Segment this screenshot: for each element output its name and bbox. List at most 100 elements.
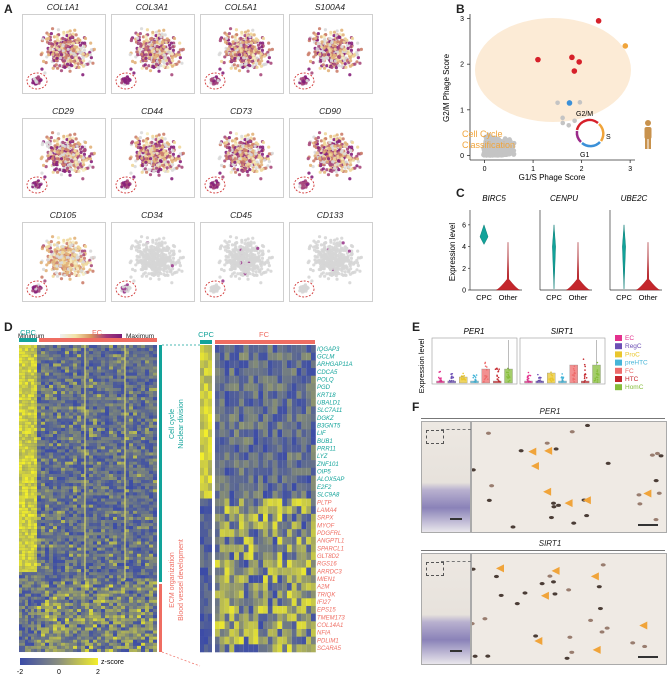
y-tick-label: 1	[460, 107, 464, 114]
tsne-plot	[111, 118, 195, 198]
tsne-plot	[200, 118, 284, 198]
heatmap-gene-label: MIEN1	[317, 577, 335, 583]
heatmap-gene-label: BUB1	[317, 439, 333, 445]
tsne-color-gradient	[60, 334, 122, 340]
violin-group-label: CPC	[546, 293, 562, 302]
boxplot-legend-item: HTC	[625, 376, 639, 383]
heatmap-gene-label: SRPX	[317, 516, 334, 522]
heatmap-gene-label: KRT18	[317, 393, 336, 399]
violin-y-tick: 0	[462, 288, 466, 295]
x-tick-label: 0	[483, 166, 487, 173]
phase-label-g1: G1	[580, 152, 589, 159]
boxplot-title-per1: PER1	[464, 327, 485, 336]
heatmap-gene-label: EPS15	[317, 608, 336, 614]
tsne-gene-label: CD133	[316, 210, 344, 220]
violin-cpc	[479, 224, 489, 245]
heatmap-gene-label: SLC9A8	[317, 493, 340, 499]
ihc-arrow-icon	[534, 637, 543, 646]
cluster-label-cycle-2: Nuclear division	[178, 399, 185, 449]
boxplot-box	[569, 364, 578, 384]
heatmap-gene-label: PGD	[317, 385, 331, 391]
tsne-gene-label: CD105	[49, 210, 77, 220]
phase-label-g2m: G2/M	[576, 111, 593, 118]
heatmap-gene-label: DGKZ	[317, 416, 334, 422]
cell-cycle-classification-label: Cell Cycle Classification	[462, 129, 516, 150]
heatmap-gene-label: LAMA4	[317, 508, 337, 514]
heatmap-gene-label: E2F2	[317, 485, 332, 491]
y-tick-label: 2	[460, 62, 464, 69]
ihc-arrow-icon	[495, 564, 504, 573]
tsne-gene-label: CD29	[52, 106, 74, 116]
tsne-gene-label: COL3A1	[135, 2, 169, 12]
scatter-point	[576, 59, 582, 65]
tsne-plot	[200, 222, 284, 302]
violin-group-label: CPC	[616, 293, 632, 302]
boxplot-box	[592, 364, 601, 384]
boxplot-box	[470, 380, 479, 384]
scatter-ticks: 0 1 2 3 0 1 2 3	[460, 16, 632, 173]
boxplot-box	[535, 380, 544, 384]
heatmap-gene-label: OIP5	[317, 470, 331, 476]
cluster-label-ecm-2: Blood vessel development	[178, 539, 185, 621]
violin-cpc	[622, 224, 626, 289]
tsne-plot	[22, 14, 106, 94]
y-tick-label: 0	[460, 153, 464, 160]
g2m-region	[475, 18, 631, 122]
ihc-zoom-image	[471, 553, 667, 665]
violin-gene-title: CENPU	[550, 194, 578, 203]
zscore-tick-high: 2	[96, 669, 100, 676]
violin-group: BIRC5 0 2 4 6 CPC Other CENPU CPC Other UBE2C CPC Ot…	[462, 194, 662, 302]
ihc-arrow-icon	[592, 645, 601, 654]
ihc-title: PER1	[539, 407, 561, 416]
heatmap-gene-label: NFIA	[317, 631, 331, 637]
row-bar-cycle	[159, 345, 162, 582]
cell-cycle-scatter: 0 1 2 3 0 1 2 3 G1/S Phage Score G2/M Phage Sco…	[442, 14, 652, 182]
ihc-arrow-icon	[544, 446, 553, 455]
heatmap-gene-label: PDLIM1	[317, 638, 339, 644]
boxplot-group	[431, 337, 606, 385]
violin-gene-title: BIRC5	[482, 194, 506, 203]
tsne-plot	[111, 14, 195, 94]
tsne-plot	[289, 14, 373, 94]
heatmap-gene-label: ZNF101	[316, 462, 339, 468]
cluster-label-ecm-1: ECM organization	[169, 552, 176, 608]
tsne-gene-label: COL5A1	[224, 2, 258, 12]
tsne-gene-label: CD90	[319, 106, 341, 116]
boxplot-legend-item: FC	[625, 368, 634, 375]
col-label-fc: FC	[92, 328, 103, 337]
ihc-arrow-icon	[530, 462, 539, 471]
ihc-arrow-icon	[528, 447, 537, 456]
tsne-plot	[200, 14, 284, 94]
panel-label-c: C	[456, 186, 465, 200]
tsne-gene-label: CD34	[141, 210, 163, 220]
panel-label-a: A	[4, 2, 13, 16]
ihc-zoom-image	[471, 421, 667, 533]
ihc-arrow-icon	[543, 487, 552, 496]
ihc-arrow-icon	[564, 499, 573, 508]
x-tick-label: 1	[531, 166, 535, 173]
violin-other	[635, 242, 661, 291]
violin-y-tick: 4	[462, 244, 466, 251]
scatter-point	[566, 100, 573, 106]
ihc-title: SIRT1	[538, 539, 562, 548]
zscore-tick-low: -2	[17, 669, 23, 676]
tsne-plot	[22, 118, 106, 198]
tsne-legend-max: Maximum	[126, 333, 155, 340]
x-tick-label: 2	[580, 166, 584, 173]
heatmap-gene-label: MYOF	[317, 523, 335, 529]
panel-label-b: B	[456, 2, 465, 16]
heatmap-gene-label: ALOX5AP	[316, 477, 344, 483]
heatmap-zoom	[200, 345, 316, 653]
ihc-arrow-icon	[590, 572, 599, 581]
boxplot-box	[436, 380, 445, 384]
boxplot-box	[493, 380, 502, 384]
heatmap-gene-label: SCARA5	[317, 646, 342, 652]
heatmap-gene-label: LYZ	[317, 454, 328, 460]
heatmap-gene-label: TMEM173	[317, 615, 345, 621]
heatmap-gene-label: B3GNT5	[317, 424, 341, 430]
violin-other	[495, 242, 521, 291]
violin-y-tick: 6	[462, 222, 466, 229]
zoom-col-bar-cpc	[200, 340, 212, 344]
boxplot-ylabel: Expression level	[417, 338, 426, 393]
